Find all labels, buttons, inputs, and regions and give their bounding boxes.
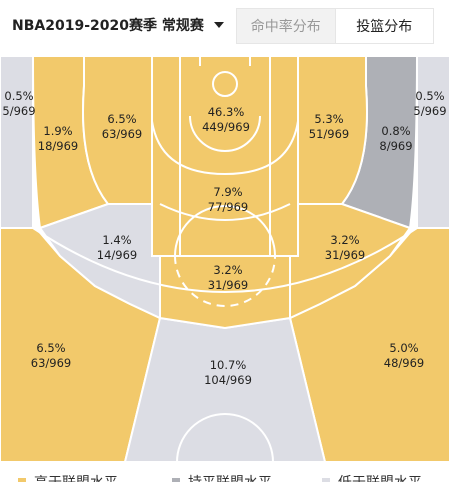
left-corner-three-pct: 0.5%: [4, 89, 33, 103]
season-label: NBA2019-2020赛季 常规赛: [12, 18, 204, 34]
left-wing-three-count: 63/969: [31, 356, 71, 370]
zone-left-wing-mid: [38, 203, 161, 320]
right-wing-three-pct: 5.0%: [389, 341, 418, 355]
left-elbow-mid-pct: 6.5%: [107, 112, 136, 126]
left-elbow-mid-count: 63/969: [102, 127, 142, 141]
left-corner-three-count: 5/969: [2, 104, 35, 118]
legend-label-average: 持平联盟水平: [188, 472, 272, 482]
zone-right-wing-mid: [289, 203, 412, 320]
top-three-pct: 10.7%: [210, 358, 247, 372]
right-baseline-mid-count: 8/969: [379, 139, 412, 153]
court-lines: [32, 56, 418, 462]
top-three-count: 104/969: [204, 373, 252, 387]
right-wing-three-count: 48/969: [384, 356, 424, 370]
left-baseline-mid-pct: 1.9%: [43, 124, 72, 138]
legend: 高于联盟水平 持平联盟水平 低于联盟水平: [0, 462, 450, 482]
legend-item-average: 持平联盟水平: [172, 472, 272, 482]
legend-item-above: 高于联盟水平: [18, 472, 118, 482]
right-corner-three-count: 5/969: [413, 104, 446, 118]
legend-label-below: 低于联盟水平: [338, 472, 422, 482]
view-tabs: 命中率分布 投篮分布: [236, 8, 434, 44]
legend-swatch-below: [322, 478, 330, 482]
zone-left-corner-three: [0, 56, 34, 229]
free-throw-pct: 7.9%: [213, 185, 242, 199]
zone-labels: 0.5% 5/969 0.5% 5/969 1.9% 18/969 6.5% 6…: [2, 89, 446, 387]
tab-shot-distribution[interactable]: 投篮分布: [334, 9, 433, 43]
right-elbow-mid-pct: 5.3%: [314, 112, 343, 126]
restricted-area-count: 449/969: [202, 120, 250, 134]
right-wing-mid-count: 31/969: [325, 248, 365, 262]
left-wing-mid-count: 14/969: [97, 248, 137, 262]
zone-top-three: [123, 316, 327, 462]
tab-shooting-percentage[interactable]: 命中率分布: [237, 9, 335, 43]
zone-right-corner-three: [416, 56, 450, 229]
caret-down-icon[interactable]: [213, 22, 224, 28]
left-wing-mid-pct: 1.4%: [102, 233, 131, 247]
zone-restricted-area: [151, 56, 299, 176]
right-wing-mid-pct: 3.2%: [330, 233, 359, 247]
shot-chart-court: 0.5% 5/969 0.5% 5/969 1.9% 18/969 6.5% 6…: [0, 56, 450, 462]
left-baseline-mid-count: 18/969: [38, 139, 78, 153]
right-elbow-mid-count: 51/969: [309, 127, 349, 141]
legend-swatch-above: [18, 478, 26, 482]
right-corner-three-pct: 0.5%: [415, 89, 444, 103]
season-selector[interactable]: NBA2019-2020赛季 常规赛: [12, 14, 224, 36]
free-throw-count: 77/969: [208, 200, 248, 214]
restricted-area-pct: 46.3%: [208, 105, 245, 119]
legend-item-below: 低于联盟水平: [322, 472, 422, 482]
legend-swatch-average: [172, 478, 180, 482]
left-wing-three-pct: 6.5%: [36, 341, 65, 355]
top-key-mid-count: 31/969: [208, 278, 248, 292]
right-baseline-mid-pct: 0.8%: [381, 124, 410, 138]
top-key-mid-pct: 3.2%: [213, 263, 242, 277]
legend-label-above: 高于联盟水平: [34, 472, 118, 482]
header-bar: NBA2019-2020赛季 常规赛 命中率分布 投篮分布: [0, 0, 450, 52]
